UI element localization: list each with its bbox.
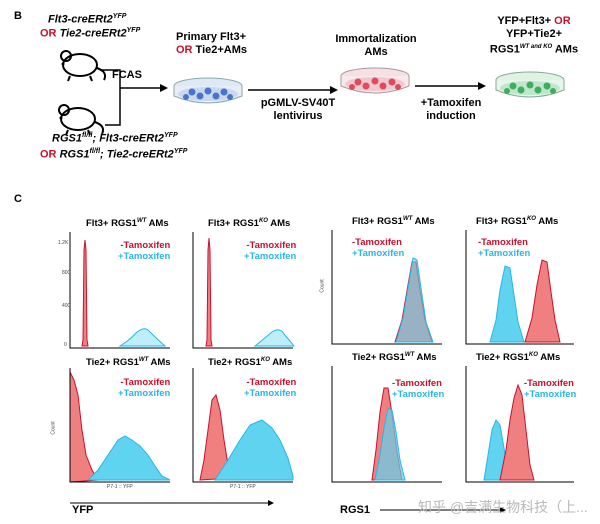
histogram-tie2-wt-yfp	[69, 368, 171, 483]
panel-title: Tie2+ RGS1KO AMs	[208, 357, 293, 369]
panel-title: Flt3+ RGS1KO AMs	[208, 218, 291, 230]
histogram-tie2-ko-yfp	[192, 368, 294, 483]
panel-title: Tie2+ RGS1WT AMs	[352, 352, 437, 364]
x-axis-label-rgs1: RGS1	[340, 504, 370, 516]
y-axis-small-label: Count	[319, 279, 326, 293]
x-axis-small-label: P7-1 :: YFP	[107, 484, 133, 490]
x-axis-label-yfp: YFP	[72, 504, 94, 516]
legend: -Tamoxifen +Tamoxifen	[524, 378, 577, 400]
panel-title: Tie2+ RGS1WT AMs	[86, 357, 171, 369]
panel-title: Tie2+ RGS1KO AMs	[476, 352, 561, 364]
step-fcas-label: FCAS	[112, 69, 142, 81]
culture-dish-yfp	[495, 71, 565, 98]
mouse2-genotype-line1: RGS1fl/fl; Flt3-creERt2YFP	[52, 132, 178, 145]
legend: -Tamoxifen +Tamoxifen	[118, 377, 171, 399]
culture-dish-immortalized	[340, 67, 410, 94]
y-axis-small-label: Count	[50, 421, 57, 435]
dish1-label: Primary Flt3+ OR Tie2+AMs	[176, 31, 248, 56]
mouse-icon	[58, 104, 105, 136]
panel-title: Flt3+ RGS1WT AMs	[86, 218, 169, 230]
dish2-label: Immortalization AMs	[335, 33, 417, 58]
legend: -Tamoxifen +Tamoxifen	[392, 378, 445, 400]
lentivirus-label: pGMLV-SV40T lentivirus	[260, 97, 336, 122]
panel-letter-c: C	[14, 193, 22, 205]
panel-letter-b: B	[14, 10, 22, 22]
histogram-tie2-wt-rgs1	[331, 366, 442, 483]
watermark-text: 知乎 @吉满生物科技（上...	[418, 499, 588, 515]
panel-title: Flt3+ RGS1WT AMs	[352, 216, 435, 228]
tamoxifen-induction-label: +Tamoxifen induction	[420, 97, 482, 122]
dish3-label: YFP+Flt3+ OR YFP+Tie2+ RGS1WT and KO AMs	[489, 15, 579, 56]
histogram-flt3-ko-rgs1	[465, 230, 574, 345]
panel-title: Flt3+ RGS1KO AMs	[476, 216, 559, 228]
histogram-flt3-ko-yfp	[192, 232, 296, 349]
y-tick: 1.2K	[58, 240, 69, 246]
histogram-tie2-ko-rgs1	[465, 366, 574, 483]
y-tick: 400	[62, 303, 71, 309]
legend: -Tamoxifen +Tamoxifen	[352, 237, 405, 259]
mouse2-genotype-line2: OR RGS1fl/fl; Tie2-creERt2YFP	[40, 148, 188, 161]
legend: -Tamoxifen +Tamoxifen	[478, 237, 531, 259]
mouse-icon	[60, 50, 107, 82]
culture-dish-primary	[173, 77, 243, 104]
legend: -Tamoxifen +Tamoxifen	[118, 240, 171, 262]
x-axis-small-label: P7-1 :: YFP	[230, 484, 256, 490]
histogram-flt3-wt-rgs1	[331, 230, 442, 345]
mouse1-genotype-line2: OR Tie2-creERt2YFP	[40, 27, 141, 40]
mouse1-genotype-line1: Flt3-creERt2YFP	[48, 13, 127, 26]
histogram-flt3-wt-yfp	[69, 232, 170, 349]
y-tick: 0	[64, 342, 67, 348]
legend: -Tamoxifen +Tamoxifen	[244, 240, 297, 262]
legend: -Tamoxifen +Tamoxifen	[244, 377, 297, 399]
y-tick: 800	[62, 270, 71, 276]
